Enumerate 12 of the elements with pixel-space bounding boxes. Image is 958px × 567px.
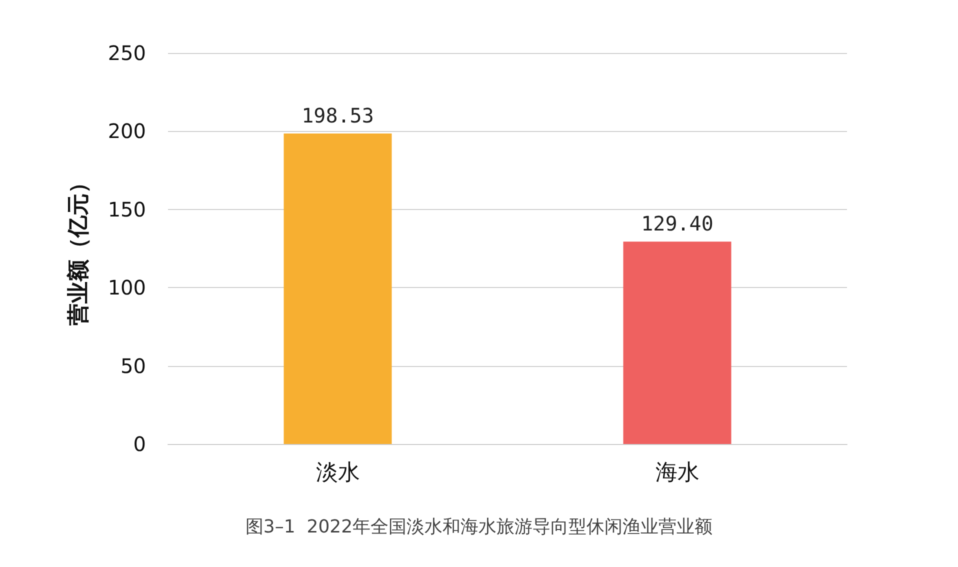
data-label: 129.40: [641, 212, 714, 236]
y-axis-title: 营业额（亿元）: [66, 172, 92, 326]
data-label: 198.53: [302, 104, 374, 128]
x-tick-label: 淡水: [316, 460, 360, 486]
y-tick-label: 100: [108, 276, 146, 300]
y-tick-label: 50: [120, 354, 146, 378]
x-tick-label: 海水: [655, 460, 700, 486]
y-tick-label: 0: [133, 432, 146, 456]
y-tick-label: 150: [108, 197, 146, 222]
y-tick-label: 200: [108, 119, 146, 144]
text: 图3–1 2022年全国淡水和海水旅游导向型休闲渔业营业额: [245, 516, 713, 538]
y-tick-label: 250: [108, 41, 146, 65]
